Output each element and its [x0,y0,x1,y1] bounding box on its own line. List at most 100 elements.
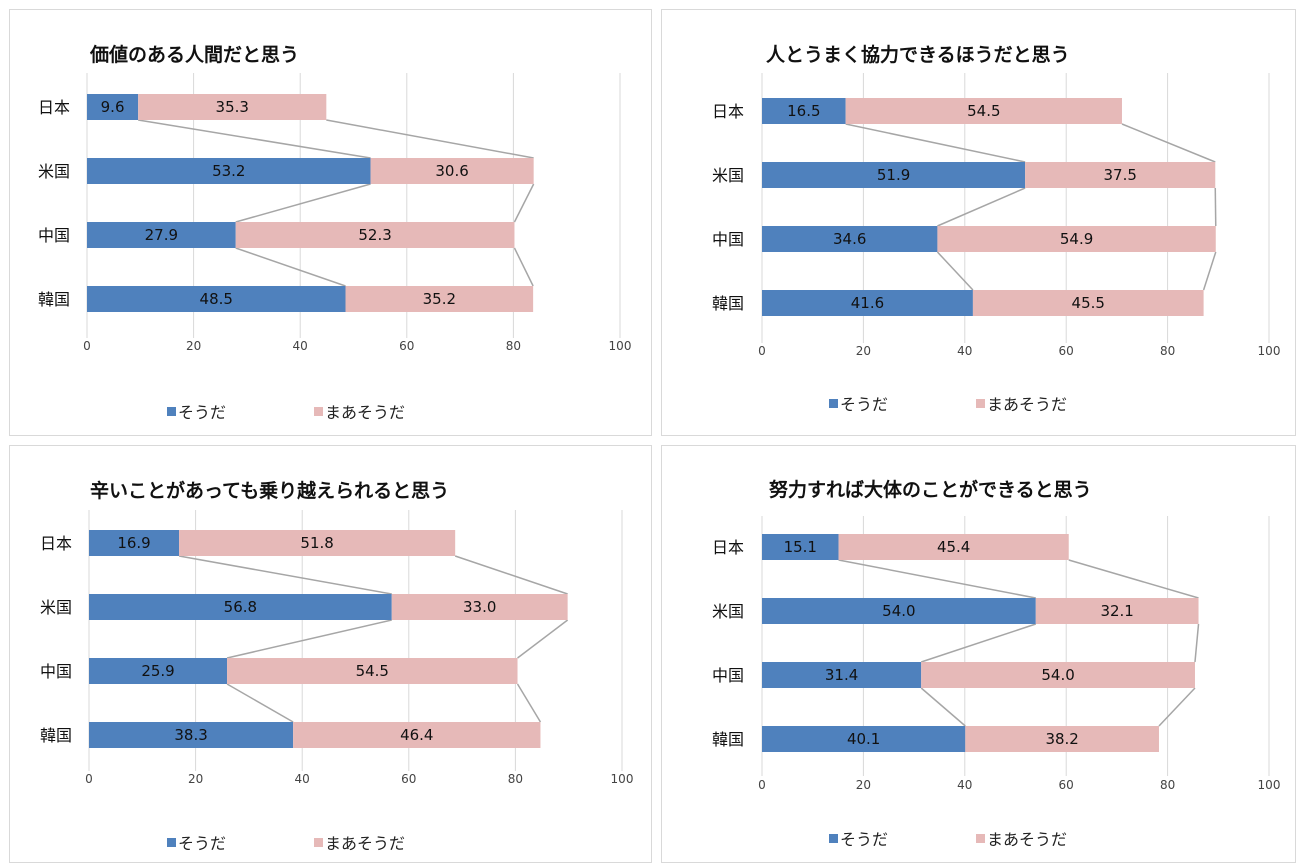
data-label-series1: 41.6 [851,294,884,312]
bar-series2 [845,98,1122,124]
bar-series2 [227,658,518,684]
bar-series2 [235,222,515,248]
category-label: 韓国 [712,730,744,749]
bar-series2 [391,594,568,620]
x-tick-label: 100 [1258,778,1281,792]
x-tick-label: 20 [856,778,871,792]
category-label: 日本 [40,534,72,553]
category-label: 米国 [712,166,744,185]
legend-label-series1: そうだ [178,834,227,853]
bar-series1 [762,726,966,752]
connector-line [326,119,534,159]
data-label-series2: 35.2 [423,290,456,308]
x-tick-label: 20 [188,772,203,786]
chart-plot: 0 20 40 60 80 100 16.9 51.8 日本 56.8 33.0 米国 25.9 54.5… [40,510,634,786]
legend-swatch-series2 [976,833,986,843]
bar-series1 [89,594,392,620]
bar-series1 [762,98,846,124]
bar-series2 [293,722,541,748]
connector-line [936,251,974,291]
connector-line [178,555,392,595]
chart-legend: そうだ まあそうだ [829,826,1067,850]
connector-line [1202,251,1217,291]
data-label-series2: 33.0 [463,598,496,616]
connector-line [138,119,371,159]
legend-item-series1: そうだ [167,399,226,423]
connector-line [516,683,542,723]
chart-title: 努力すれば大体のことができると思う [769,479,1092,501]
connector-line [1068,559,1199,599]
data-label-series1: 53.2 [212,162,245,180]
chart-legend: そうだ まあそうだ [167,830,405,854]
category-label: 米国 [712,602,744,621]
chart-panel-4: 努力すれば大体のことができると思う 0 20 40 60 80 100 15.1 45.4 日本… [661,445,1296,863]
x-tick-label: 100 [611,772,634,786]
x-tick-label: 100 [1258,344,1281,358]
legend-label-series2: まあそうだ [325,403,406,422]
x-tick-label: 20 [186,339,201,353]
x-tick-label: 100 [609,339,632,353]
legend-swatch-series2 [314,406,324,416]
data-label-series2: 45.5 [1072,294,1105,312]
connector-line [226,683,294,723]
bar-series1 [762,534,839,560]
legend-label-series1: そうだ [840,395,889,414]
legend-swatch-series2 [976,398,986,408]
legend-item-series2: まあそうだ [976,826,1067,850]
category-label: 中国 [38,226,70,245]
connector-line [845,123,1026,163]
data-label-series1: 31.4 [825,666,858,684]
data-label-series1: 54.0 [882,602,915,620]
chart-panel-3: 辛いことがあっても乗り越えられると思う 0 20 40 60 80 100 16.9 51.8… [9,445,652,863]
bar-series2 [972,290,1204,316]
x-tick-label: 40 [957,344,972,358]
legend-label-series2: まあそうだ [987,395,1068,414]
bar-series2 [838,534,1069,560]
legend-item-series2: まあそうだ [976,391,1067,415]
bar-series2 [1035,598,1199,624]
data-label-series2: 54.5 [967,102,1000,120]
data-label-series2: 54.0 [1041,666,1074,684]
data-label-series2: 32.1 [1100,602,1133,620]
x-tick-label: 0 [85,772,93,786]
data-label-series2: 51.8 [300,534,333,552]
legend-item-series1: そうだ [167,830,226,854]
bar-series2 [937,226,1216,252]
bar-series1 [89,658,228,684]
data-label-series1: 9.6 [101,98,125,116]
connector-line [838,559,1036,599]
bar-series1 [762,162,1026,188]
connector-line [517,619,569,659]
data-label-series1: 51.9 [877,166,910,184]
data-label-series1: 15.1 [784,538,817,556]
data-label-series2: 54.5 [356,662,389,680]
data-label-series2: 46.4 [400,726,433,744]
x-tick-label: 40 [295,772,310,786]
category-label: 米国 [38,162,70,181]
legend-item-series1: そうだ [829,391,888,415]
bar-series1 [87,158,371,184]
legend-swatch-series1 [829,398,838,408]
data-label-series1: 56.8 [224,598,257,616]
category-label: 中国 [712,666,744,685]
chart-legend: そうだ まあそうだ [167,399,405,423]
chart-panel-1: 価値のある人間だと思う 0 20 40 60 80 100 9.6 35.3 日本 53.2 30.… [9,9,652,436]
legend-label-series1: そうだ [840,830,889,849]
connector-line [226,619,392,659]
bar-series1 [87,286,346,312]
chart-plot: 0 20 40 60 80 100 9.6 35.3 日本 53.2 30.6 米国 27.9 52.3 中… [38,73,632,353]
category-label: 日本 [712,538,744,557]
data-label-series2: 35.3 [216,98,249,116]
x-tick-label: 0 [83,339,91,353]
connector-line [1214,187,1217,227]
x-tick-label: 80 [508,772,523,786]
legend-item-series2: まあそうだ [314,830,405,854]
connector-line [920,623,1037,663]
connector-line [1158,687,1196,727]
data-label-series2: 45.4 [937,538,970,556]
connector-line [1121,123,1216,163]
data-label-series2: 54.9 [1060,230,1093,248]
bar-series1 [762,226,938,252]
x-tick-label: 60 [399,339,414,353]
legend-swatch-series1 [167,837,176,847]
